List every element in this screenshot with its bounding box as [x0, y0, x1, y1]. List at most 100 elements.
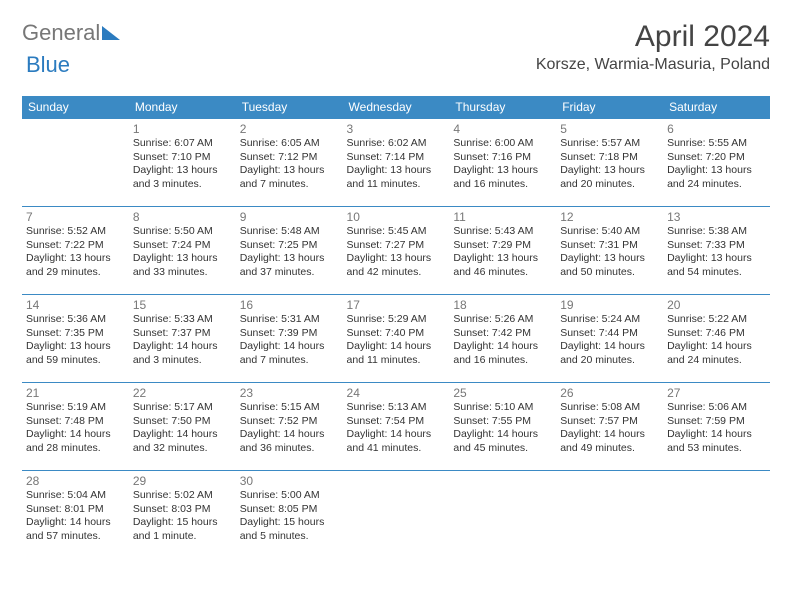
day-info: Sunrise: 5:50 AMSunset: 7:24 PMDaylight:… — [133, 225, 232, 280]
calendar-day-cell: 13Sunrise: 5:38 AMSunset: 7:33 PMDayligh… — [663, 207, 770, 295]
calendar-day-cell: 2Sunrise: 6:05 AMSunset: 7:12 PMDaylight… — [236, 119, 343, 207]
day-info: Sunrise: 5:08 AMSunset: 7:57 PMDaylight:… — [560, 401, 659, 456]
day-number: 30 — [240, 474, 339, 488]
day-info: Sunrise: 5:40 AMSunset: 7:31 PMDaylight:… — [560, 225, 659, 280]
calendar-day-cell: 8Sunrise: 5:50 AMSunset: 7:24 PMDaylight… — [129, 207, 236, 295]
calendar-day-cell: 17Sunrise: 5:29 AMSunset: 7:40 PMDayligh… — [343, 295, 450, 383]
day-number: 3 — [347, 122, 446, 136]
day-number: 17 — [347, 298, 446, 312]
calendar-day-cell — [556, 471, 663, 559]
day-number: 22 — [133, 386, 232, 400]
day-info: Sunrise: 6:05 AMSunset: 7:12 PMDaylight:… — [240, 137, 339, 192]
calendar-day-cell — [663, 471, 770, 559]
day-number: 2 — [240, 122, 339, 136]
day-info: Sunrise: 5:52 AMSunset: 7:22 PMDaylight:… — [26, 225, 125, 280]
day-info: Sunrise: 5:06 AMSunset: 7:59 PMDaylight:… — [667, 401, 766, 456]
calendar-day-cell: 25Sunrise: 5:10 AMSunset: 7:55 PMDayligh… — [449, 383, 556, 471]
day-info: Sunrise: 5:19 AMSunset: 7:48 PMDaylight:… — [26, 401, 125, 456]
day-number: 13 — [667, 210, 766, 224]
day-info: Sunrise: 5:26 AMSunset: 7:42 PMDaylight:… — [453, 313, 552, 368]
day-number: 1 — [133, 122, 232, 136]
day-info: Sunrise: 5:10 AMSunset: 7:55 PMDaylight:… — [453, 401, 552, 456]
day-number: 15 — [133, 298, 232, 312]
col-tuesday: Tuesday — [236, 96, 343, 119]
day-number: 23 — [240, 386, 339, 400]
day-number: 28 — [26, 474, 125, 488]
day-info: Sunrise: 5:33 AMSunset: 7:37 PMDaylight:… — [133, 313, 232, 368]
calendar-day-cell: 20Sunrise: 5:22 AMSunset: 7:46 PMDayligh… — [663, 295, 770, 383]
calendar-day-cell: 28Sunrise: 5:04 AMSunset: 8:01 PMDayligh… — [22, 471, 129, 559]
day-number: 4 — [453, 122, 552, 136]
day-info: Sunrise: 5:29 AMSunset: 7:40 PMDaylight:… — [347, 313, 446, 368]
col-sunday: Sunday — [22, 96, 129, 119]
calendar-day-cell: 24Sunrise: 5:13 AMSunset: 7:54 PMDayligh… — [343, 383, 450, 471]
day-info: Sunrise: 5:36 AMSunset: 7:35 PMDaylight:… — [26, 313, 125, 368]
day-number: 19 — [560, 298, 659, 312]
day-info: Sunrise: 6:07 AMSunset: 7:10 PMDaylight:… — [133, 137, 232, 192]
calendar-day-cell — [449, 471, 556, 559]
calendar-day-cell: 7Sunrise: 5:52 AMSunset: 7:22 PMDaylight… — [22, 207, 129, 295]
day-info: Sunrise: 5:22 AMSunset: 7:46 PMDaylight:… — [667, 313, 766, 368]
calendar-day-cell: 5Sunrise: 5:57 AMSunset: 7:18 PMDaylight… — [556, 119, 663, 207]
calendar-week-row: 7Sunrise: 5:52 AMSunset: 7:22 PMDaylight… — [22, 207, 770, 295]
logo-text-blue: Blue — [26, 52, 70, 77]
calendar-day-cell: 9Sunrise: 5:48 AMSunset: 7:25 PMDaylight… — [236, 207, 343, 295]
day-info: Sunrise: 5:04 AMSunset: 8:01 PMDaylight:… — [26, 489, 125, 544]
calendar-day-cell: 12Sunrise: 5:40 AMSunset: 7:31 PMDayligh… — [556, 207, 663, 295]
day-number: 16 — [240, 298, 339, 312]
day-number: 25 — [453, 386, 552, 400]
calendar-week-row: 1Sunrise: 6:07 AMSunset: 7:10 PMDaylight… — [22, 119, 770, 207]
day-info: Sunrise: 5:00 AMSunset: 8:05 PMDaylight:… — [240, 489, 339, 544]
day-number: 10 — [347, 210, 446, 224]
day-info: Sunrise: 5:57 AMSunset: 7:18 PMDaylight:… — [560, 137, 659, 192]
day-info: Sunrise: 5:24 AMSunset: 7:44 PMDaylight:… — [560, 313, 659, 368]
calendar-day-cell: 14Sunrise: 5:36 AMSunset: 7:35 PMDayligh… — [22, 295, 129, 383]
col-saturday: Saturday — [663, 96, 770, 119]
day-info: Sunrise: 6:00 AMSunset: 7:16 PMDaylight:… — [453, 137, 552, 192]
day-number: 6 — [667, 122, 766, 136]
calendar-day-cell: 11Sunrise: 5:43 AMSunset: 7:29 PMDayligh… — [449, 207, 556, 295]
calendar-day-cell: 23Sunrise: 5:15 AMSunset: 7:52 PMDayligh… — [236, 383, 343, 471]
location-text: Korsze, Warmia-Masuria, Poland — [536, 56, 770, 74]
calendar-day-cell: 21Sunrise: 5:19 AMSunset: 7:48 PMDayligh… — [22, 383, 129, 471]
brand-logo: General — [22, 20, 120, 46]
day-number: 24 — [347, 386, 446, 400]
day-info: Sunrise: 5:15 AMSunset: 7:52 PMDaylight:… — [240, 401, 339, 456]
calendar-table: Sunday Monday Tuesday Wednesday Thursday… — [22, 96, 770, 559]
calendar-day-cell: 3Sunrise: 6:02 AMSunset: 7:14 PMDaylight… — [343, 119, 450, 207]
calendar-day-cell: 30Sunrise: 5:00 AMSunset: 8:05 PMDayligh… — [236, 471, 343, 559]
calendar-day-cell: 1Sunrise: 6:07 AMSunset: 7:10 PMDaylight… — [129, 119, 236, 207]
calendar-day-cell: 16Sunrise: 5:31 AMSunset: 7:39 PMDayligh… — [236, 295, 343, 383]
day-number: 18 — [453, 298, 552, 312]
calendar-day-cell: 10Sunrise: 5:45 AMSunset: 7:27 PMDayligh… — [343, 207, 450, 295]
day-number: 8 — [133, 210, 232, 224]
day-info: Sunrise: 5:38 AMSunset: 7:33 PMDaylight:… — [667, 225, 766, 280]
day-number: 20 — [667, 298, 766, 312]
calendar-day-cell: 4Sunrise: 6:00 AMSunset: 7:16 PMDaylight… — [449, 119, 556, 207]
calendar-day-cell: 15Sunrise: 5:33 AMSunset: 7:37 PMDayligh… — [129, 295, 236, 383]
day-info: Sunrise: 5:17 AMSunset: 7:50 PMDaylight:… — [133, 401, 232, 456]
day-number: 7 — [26, 210, 125, 224]
day-info: Sunrise: 5:55 AMSunset: 7:20 PMDaylight:… — [667, 137, 766, 192]
calendar-day-cell — [22, 119, 129, 207]
day-number: 26 — [560, 386, 659, 400]
calendar-day-cell: 22Sunrise: 5:17 AMSunset: 7:50 PMDayligh… — [129, 383, 236, 471]
day-info: Sunrise: 5:31 AMSunset: 7:39 PMDaylight:… — [240, 313, 339, 368]
calendar-header-row: Sunday Monday Tuesday Wednesday Thursday… — [22, 96, 770, 119]
day-info: Sunrise: 5:43 AMSunset: 7:29 PMDaylight:… — [453, 225, 552, 280]
day-number: 29 — [133, 474, 232, 488]
calendar-day-cell: 27Sunrise: 5:06 AMSunset: 7:59 PMDayligh… — [663, 383, 770, 471]
col-monday: Monday — [129, 96, 236, 119]
day-info: Sunrise: 6:02 AMSunset: 7:14 PMDaylight:… — [347, 137, 446, 192]
calendar-week-row: 28Sunrise: 5:04 AMSunset: 8:01 PMDayligh… — [22, 471, 770, 559]
col-thursday: Thursday — [449, 96, 556, 119]
day-number: 12 — [560, 210, 659, 224]
logo-triangle-icon — [102, 26, 120, 40]
calendar-week-row: 14Sunrise: 5:36 AMSunset: 7:35 PMDayligh… — [22, 295, 770, 383]
calendar-week-row: 21Sunrise: 5:19 AMSunset: 7:48 PMDayligh… — [22, 383, 770, 471]
day-info: Sunrise: 5:13 AMSunset: 7:54 PMDaylight:… — [347, 401, 446, 456]
logo-text-general: General — [22, 20, 100, 46]
calendar-day-cell: 6Sunrise: 5:55 AMSunset: 7:20 PMDaylight… — [663, 119, 770, 207]
calendar-day-cell: 29Sunrise: 5:02 AMSunset: 8:03 PMDayligh… — [129, 471, 236, 559]
day-info: Sunrise: 5:48 AMSunset: 7:25 PMDaylight:… — [240, 225, 339, 280]
